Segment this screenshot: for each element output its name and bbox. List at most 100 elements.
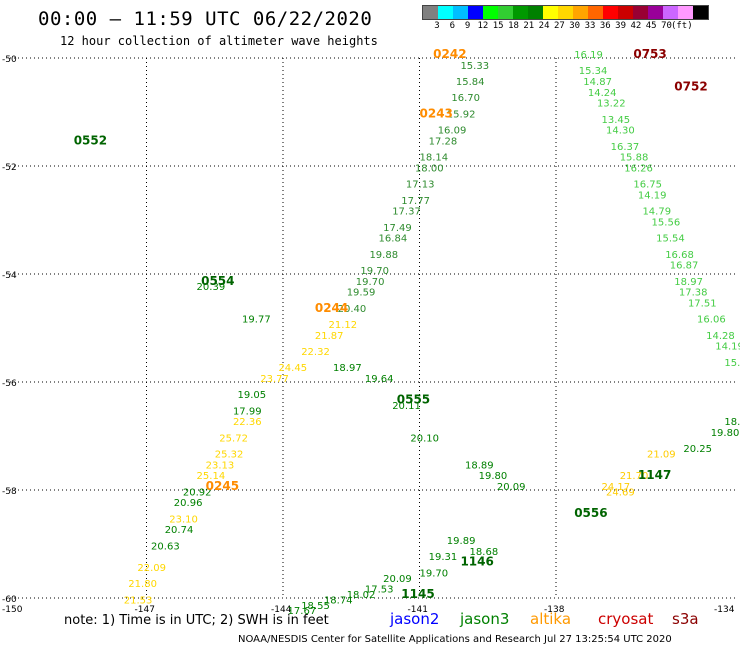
time-label: 0243 (420, 106, 453, 120)
wave-height-label: 14.30 (606, 126, 635, 137)
legend-label: 42 (630, 21, 642, 31)
wave-height-label: 14.28 (706, 331, 735, 342)
wave-height-label: 20.40 (338, 304, 367, 315)
wave-height-label: 20.10 (410, 433, 439, 444)
wave-height-label: 13.45 (602, 115, 631, 126)
wave-height-label: 23.10 (169, 514, 198, 525)
legend-label: (ft) (670, 21, 693, 31)
wave-height-label: 21.70 (620, 471, 649, 482)
legend-label: 6 (449, 21, 456, 31)
legend-swatch (438, 6, 453, 19)
x-tick-label: -144 (271, 605, 292, 615)
satellite-s3a: s3a (672, 610, 699, 628)
time-label: 1146 (460, 555, 493, 569)
wave-height-label: 17.53 (365, 585, 394, 596)
legend-swatch (483, 6, 498, 19)
legend-label: 24 (538, 21, 550, 31)
wave-height-label: 18.02 (347, 590, 376, 601)
y-tick-label: -50 (2, 55, 17, 65)
y-tick-label: -54 (2, 271, 17, 281)
time-label: 0753 (633, 47, 666, 61)
legend-swatch (513, 6, 528, 19)
legend-label: 18 (508, 21, 519, 31)
wave-height-label: 21.09 (647, 450, 676, 461)
wave-height-label: 19.05 (238, 390, 267, 401)
wave-height-label: 15.84 (456, 77, 485, 88)
wave-height-label: 21.80 (128, 579, 157, 590)
footer-credit: NOAA/NESDIS Center for Satellite Applica… (238, 634, 672, 645)
wave-height-label: 19.88 (369, 250, 398, 261)
wave-height-label: 20.39 (197, 282, 226, 293)
wave-height-label: 16.68 (665, 250, 694, 261)
legend-swatch (573, 6, 588, 19)
wave-height-label: 19.89 (447, 536, 476, 547)
legend-label: 36 (599, 21, 611, 31)
time-label: 0555 (397, 393, 430, 407)
wave-height-label: 20.11 (392, 401, 421, 412)
wave-height-label: 16.06 (697, 315, 726, 326)
legend-label: 39 (615, 21, 627, 31)
satellite-jason2: jason2 (390, 610, 440, 628)
time-label: 0554 (201, 274, 234, 288)
time-label: 0244 (315, 301, 348, 315)
wave-height-label: 17.67 (288, 606, 317, 617)
wave-height-label: 14.24 (588, 88, 617, 99)
legend-swatch (528, 6, 543, 19)
x-tick-label: -134 (714, 605, 735, 615)
y-tick-label: -58 (2, 487, 17, 497)
wave-height-label: 24.69 (606, 487, 635, 498)
wave-height-label: 18.68 (470, 547, 499, 558)
wave-height-label: 20.74 (165, 525, 194, 536)
wave-height-label: 18.00 (415, 163, 444, 174)
legend-swatch (618, 6, 633, 19)
wave-height-label: 20.09 (383, 574, 412, 585)
wave-height-label: 19.59 (347, 288, 376, 299)
wave-height-label: 20.92 (183, 487, 212, 498)
wave-height-label: 15.2 (724, 358, 740, 369)
legend-swatch (648, 6, 663, 19)
wave-height-label: 16.75 (633, 180, 662, 191)
wave-height-label: 18.55 (301, 601, 330, 612)
wave-height-label: 21.87 (315, 331, 344, 342)
wave-height-label: 22.09 (137, 563, 166, 574)
legend-label: 9 (464, 21, 471, 31)
wave-height-label: 16.70 (451, 93, 480, 104)
legend-label: 33 (584, 21, 596, 31)
legend-swatch (693, 6, 708, 19)
legend-label: 30 (569, 21, 581, 31)
wave-height-label: 17.28 (429, 136, 458, 147)
wave-height-label: 19.64 (365, 374, 394, 385)
wave-height-label: 19.77 (242, 315, 271, 326)
wave-height-label: 16.87 (670, 261, 699, 272)
legend-label: 21 (523, 21, 535, 31)
wave-height-label: 15.92 (447, 109, 476, 120)
y-tick-label: -56 (2, 379, 17, 389)
legend-swatch (468, 6, 483, 19)
wave-height-label: 19.80 (711, 428, 740, 439)
time-label: 0242 (433, 47, 466, 61)
wave-height-label: 20.96 (174, 498, 203, 509)
wave-height-label: 20.25 (683, 444, 712, 455)
legend-swatch (588, 6, 603, 19)
wave-height-label: 14.19 (715, 342, 740, 353)
wave-height-label: 19.70 (420, 568, 449, 579)
wave-height-label: 17.13 (406, 180, 435, 191)
wave-height-label: 18.38 (724, 417, 740, 428)
y-tick-label: -60 (2, 595, 17, 605)
legend-swatch (423, 6, 438, 19)
wave-height-label: 19.70 (356, 277, 385, 288)
legend-swatch (603, 6, 618, 19)
wave-height-label: 22.36 (233, 417, 262, 428)
wave-height-label: 25.72 (219, 433, 248, 444)
legend-label: 3 (434, 21, 440, 31)
wave-height-label: 24.45 (278, 363, 307, 374)
wave-height-label: 19.80 (479, 471, 508, 482)
wave-height-label: 17.49 (383, 223, 412, 234)
wave-height-label: 21.12 (329, 320, 358, 331)
legend-swatch (543, 6, 558, 19)
legend-swatch (558, 6, 573, 19)
wave-height-label: 18.97 (674, 277, 703, 288)
legend-swatch (453, 6, 468, 19)
page-title: 00:00 – 11:59 UTC 06/22/2020 (38, 8, 373, 30)
